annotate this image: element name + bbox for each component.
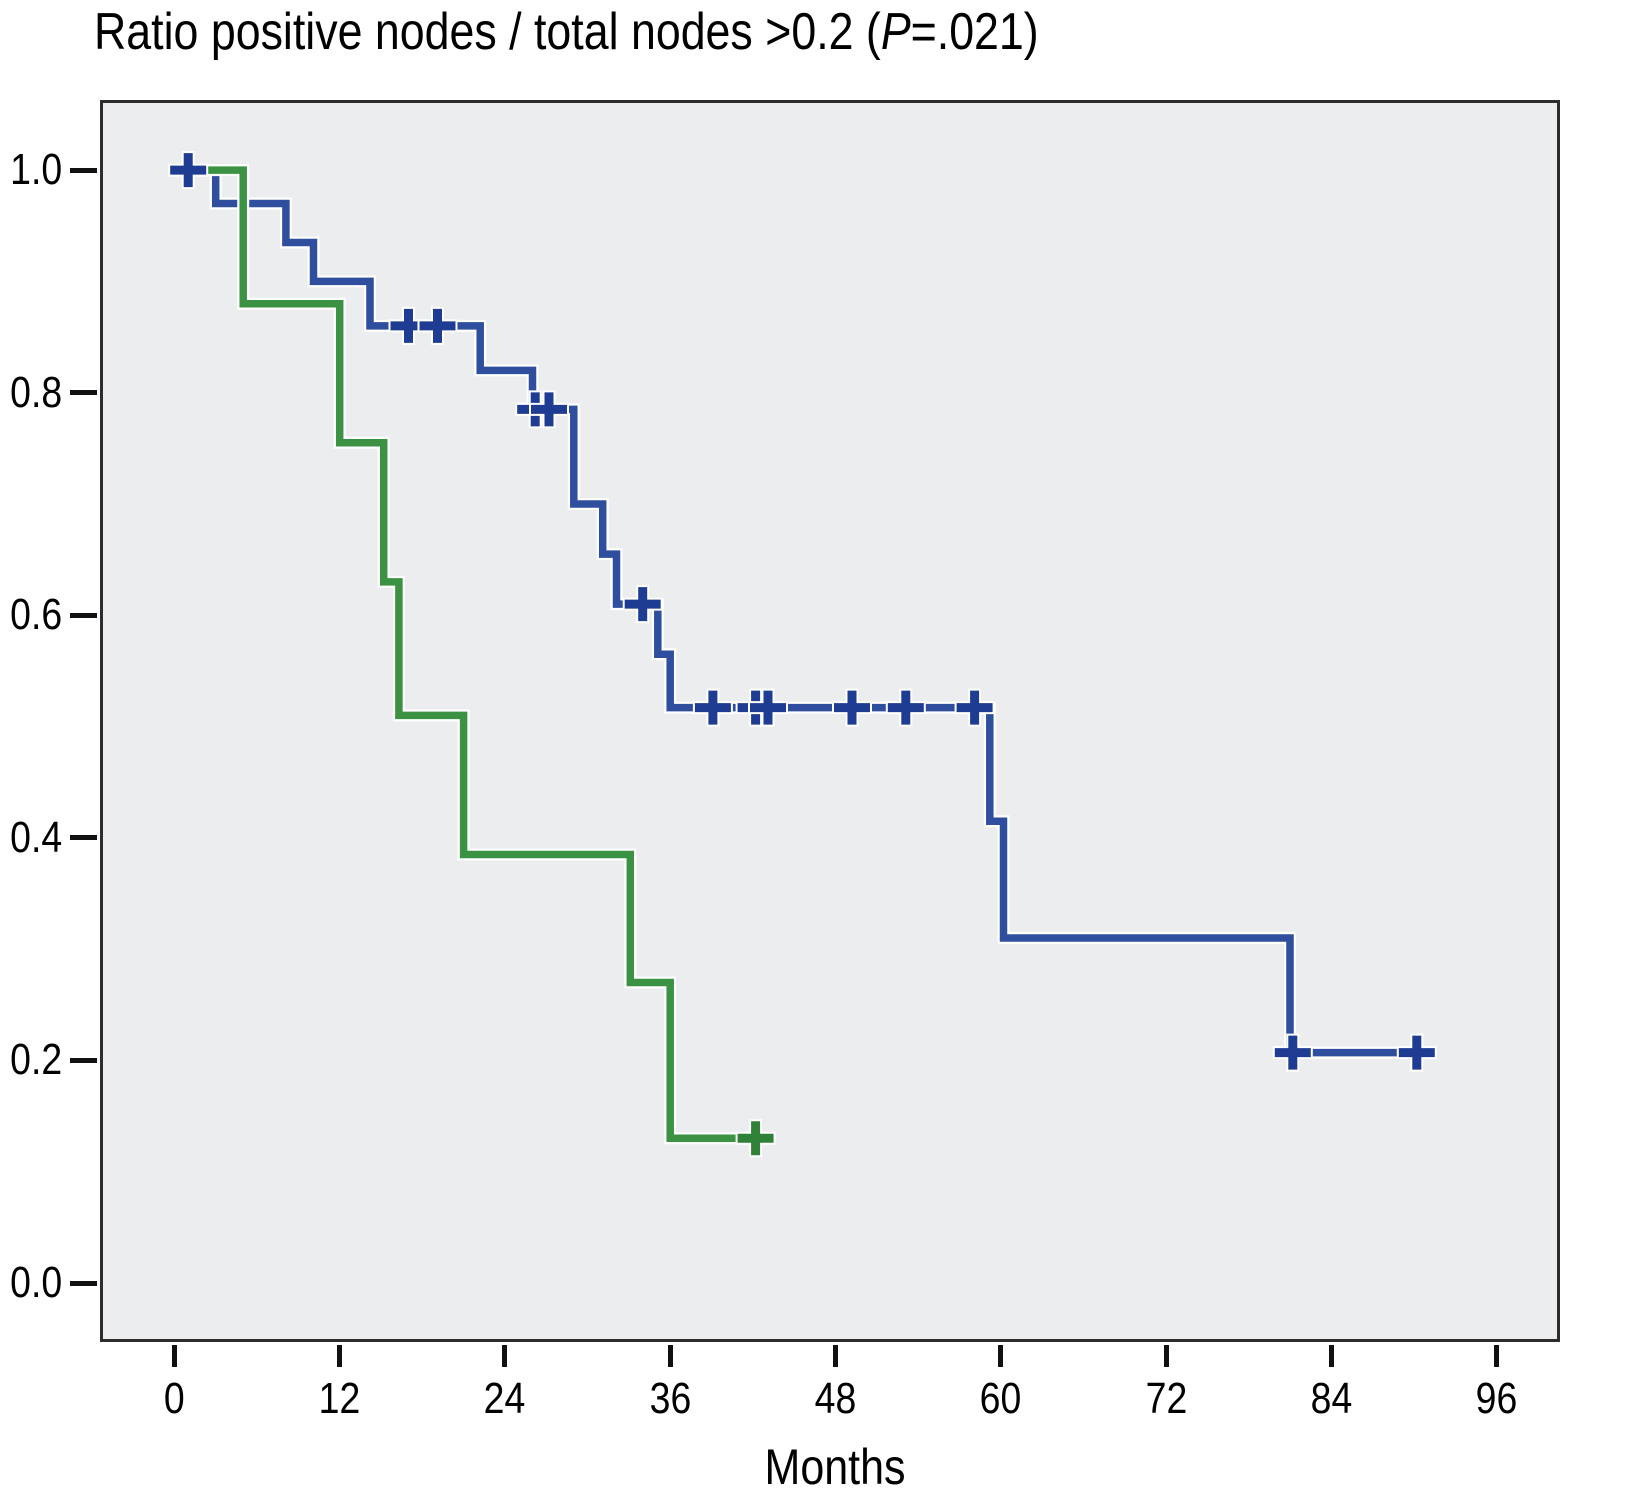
series-green-curve-line (174, 166, 767, 1143)
plot-frame (100, 100, 1560, 1342)
y-tick-label-text: 0.2 (10, 1035, 62, 1085)
x-axis-title: Months (764, 1439, 906, 1495)
series-blue-curve-censor-mark (419, 308, 456, 343)
km-chart-canvas (100, 100, 1560, 1342)
x-tick-mark (998, 1345, 1004, 1367)
series-blue-curve-line (174, 166, 1428, 1057)
x-tick-label-text: 12 (318, 1374, 361, 1423)
x-tick-label: 12 (280, 1374, 400, 1424)
x-tick-label: 96 (1437, 1374, 1557, 1424)
y-tick-label-text: 0.4 (10, 812, 62, 862)
series-blue-curve-censor-mark (694, 690, 731, 725)
x-tick-label: 24 (445, 1374, 565, 1424)
x-tick-label: 48 (776, 1374, 896, 1424)
x-tick-mark (667, 1345, 673, 1367)
y-tick-label: 0.4 (0, 812, 62, 862)
y-tick-label: 1.0 (0, 146, 62, 194)
x-tick-label-text: 36 (649, 1374, 692, 1423)
x-tick-mark (337, 1345, 343, 1367)
y-tick-label-text: 1.0 (10, 145, 62, 195)
y-tick-label-text: 0.6 (10, 590, 62, 640)
chart-title-text: Ratio positive nodes / total nodes >0.2 … (94, 3, 881, 61)
x-tick-label-text: 0 (163, 1374, 185, 1423)
chart-title-pvalue-italic: P (880, 3, 911, 61)
y-tick-label: 0.0 (0, 1259, 62, 1307)
series-blue-curve-censor-mark (624, 587, 661, 622)
series-blue-curve-censor-mark (531, 392, 567, 427)
series-green-curve-censor-mark (737, 1121, 774, 1156)
x-tick-mark (1494, 1345, 1500, 1367)
x-tick-mark (833, 1345, 838, 1367)
x-tick-label-text: 72 (1145, 1374, 1187, 1423)
series-blue-curve-censor-mark (750, 690, 786, 725)
y-tick-label: 0.6 (0, 591, 62, 639)
x-tick-mark (502, 1345, 508, 1367)
chart-title: Ratio positive nodes / total nodes >0.2 … (94, 2, 1039, 62)
y-tick-mark (70, 835, 97, 841)
plot-area (100, 100, 1560, 1342)
y-tick-mark (70, 390, 97, 396)
x-tick-label: 84 (1271, 1374, 1391, 1424)
x-tick-label: 72 (1106, 1374, 1226, 1424)
y-tick-label-text: 0.0 (10, 1258, 62, 1308)
series-blue-curve-censor-mark (1398, 1035, 1435, 1070)
y-tick-label: 0.2 (0, 1036, 62, 1084)
x-tick-label-text: 60 (979, 1374, 1022, 1423)
x-tick-label: 36 (610, 1374, 730, 1424)
chart-title-tail: =.021) (910, 3, 1039, 61)
series-blue-curve-censor-mark (887, 690, 924, 725)
y-tick-mark (70, 1057, 97, 1063)
y-tick-mark (70, 612, 97, 618)
x-tick-mark (1328, 1345, 1334, 1367)
series-green-curve-halo (174, 164, 767, 1145)
x-tick-label-text: 84 (1310, 1374, 1353, 1423)
series-blue-curve-halo (174, 164, 1428, 1059)
y-tick-label: 0.8 (0, 367, 62, 417)
x-tick-label-text: 24 (484, 1374, 526, 1423)
x-tick-mark (1163, 1345, 1169, 1367)
y-tick-mark (70, 1280, 97, 1286)
y-tick-label-text: 0.8 (10, 367, 62, 417)
x-tick-label: 0 (114, 1374, 234, 1424)
series-blue-curve-censor-mark (834, 690, 870, 725)
x-tick-label: 60 (941, 1374, 1061, 1424)
x-tick-label-text: 96 (1475, 1374, 1518, 1423)
x-tick-label-text: 48 (814, 1374, 857, 1423)
y-tick-mark (70, 167, 97, 173)
x-tick-mark (171, 1345, 177, 1367)
series-blue-curve-censor-mark (956, 690, 993, 725)
series-blue-curve-censor-mark (1274, 1035, 1311, 1070)
series-blue-curve-censor-mark (170, 153, 207, 188)
